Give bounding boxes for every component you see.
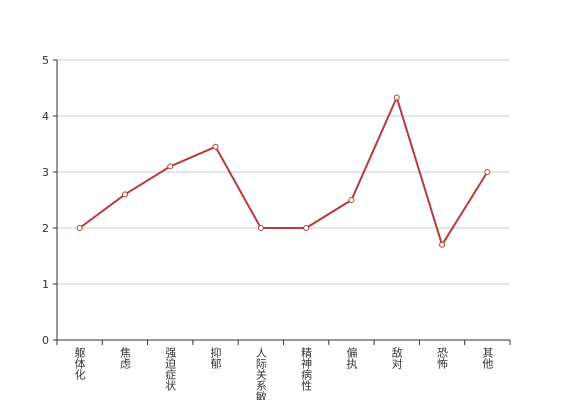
line [79,94,489,248]
point [257,225,264,231]
x-tick-label: 人际关系敏感 [254,347,267,400]
point [348,197,355,203]
y-tick-label: 0 [42,334,49,347]
point [167,163,174,170]
point [303,225,310,231]
point [484,169,491,175]
x-tick-label: 强迫症状 [164,347,177,391]
x-tick-label: 精神病性 [300,347,313,392]
y-tick-label: 4 [42,110,49,123]
x-tick-label: 焦虑 [118,347,131,369]
x-tick-label: 恐怖 [436,347,449,369]
point [393,94,400,101]
point [212,143,219,150]
x-tick-label: 躯体化 [73,347,86,381]
x-tick-label: 偏执 [345,346,358,370]
x-tick-label: 抑郁 [209,346,222,369]
point [121,191,128,198]
y-tick-label: 5 [42,54,49,67]
point [439,241,446,248]
y-tick-label: 1 [42,278,49,291]
x-tick-label: 其他 [481,347,494,369]
point [76,225,83,231]
x-tick-label: 敌对 [390,346,403,369]
y-tick-label: 2 [42,222,49,235]
y-tick-label: 3 [42,166,49,179]
